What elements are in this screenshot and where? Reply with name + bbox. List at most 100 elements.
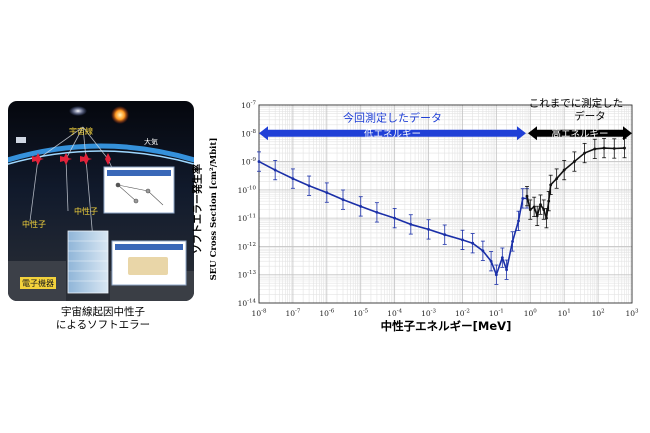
data-point-low (359, 205, 363, 208)
data-point-low (443, 233, 447, 237)
chart-series (257, 137, 627, 285)
high-energy-arrow (527, 126, 632, 141)
x-tick-labels: 10-8 10-7 10-6 10-5 10-4 10-3 10-2 10-1 100 101 10… (252, 309, 639, 319)
data-point-high (572, 160, 576, 163)
data-point-low (427, 227, 430, 231)
data-point-low (521, 196, 525, 200)
satellite-icon (16, 137, 26, 143)
data-point-low (505, 268, 508, 272)
y-tick-label: 10-7 (241, 101, 256, 111)
low-energy-label: 低エネルギー (364, 128, 421, 140)
data-point-high (542, 208, 546, 212)
low-energy-arrow (259, 126, 526, 141)
data-point-high (539, 203, 542, 207)
y-tick-label: 10-9 (241, 157, 256, 167)
high-energy-label: 高エネルギー (551, 128, 608, 140)
data-point-low (273, 168, 277, 172)
cosmic-ray-illustration: 電子機器 宇宙線 大気 中性子 中性子 (8, 101, 194, 301)
y-tick-labels: 10-14 10-13 10-12 10-11 10-10 10-9 10-8 10-7 (238, 101, 257, 309)
data-point-low (471, 241, 475, 245)
data-point-high (547, 199, 551, 203)
data-point-high (549, 183, 553, 187)
y-tick-label: 10-10 (238, 185, 257, 195)
building-icon (67, 230, 109, 294)
data-point-low (517, 219, 520, 223)
data-point-low (257, 160, 261, 163)
data-point-high (562, 168, 566, 172)
device-label: 電子機器 (22, 278, 54, 288)
data-point-low (409, 223, 413, 226)
y-tick-label: 10-12 (238, 242, 256, 252)
high-energy-title-line1: これまでに測定した (529, 96, 624, 109)
x-tick-label: 10-5 (353, 309, 368, 319)
chip-icon (128, 257, 168, 275)
inset-panel-upper-diagram (115, 182, 164, 206)
caption-line-1: 宇宙線起因中性子 (61, 306, 145, 318)
atmosphere-band (8, 143, 194, 163)
high-energy-title-line2: データ (574, 109, 606, 122)
cosmic-ray-label: 宇宙線 (69, 126, 93, 136)
low-energy-title: 今回測定したデータ (343, 110, 442, 124)
series-line-high (526, 147, 625, 219)
data-point-low (511, 240, 514, 243)
x-tick-label: 10-3 (421, 309, 436, 319)
x-tick-label: 10-2 (455, 309, 470, 319)
plot-frame (258, 104, 633, 304)
x-tick-label: 103 (625, 309, 639, 319)
atmosphere-edge (8, 150, 194, 165)
building-windows (68, 240, 108, 282)
data-point-low (375, 210, 379, 214)
data-point-high (612, 147, 616, 150)
data-point-high (583, 151, 586, 155)
y-tick-label: 10-13 (238, 270, 257, 280)
data-point-high (535, 214, 539, 218)
data-point-high (528, 208, 532, 212)
x-tick-label: 101 (558, 309, 571, 319)
data-point-high (623, 146, 626, 150)
illustration-caption: 宇宙線起因中性子 によるソフトエラー (8, 306, 198, 332)
neutron-burst-marks (32, 153, 111, 165)
inset-panel-upper-header (107, 170, 171, 176)
x-tick-label: 102 (592, 309, 605, 319)
x-tick-label: 10-8 (252, 309, 267, 319)
atmosphere-label: 大気 (144, 137, 158, 146)
x-tick-label: 10-1 (489, 309, 504, 319)
y-axis-label-ja: ソフトエラー発生率 (191, 164, 204, 254)
inset-panel-lower-header (115, 244, 183, 250)
neutron-label-left: 中性子 (22, 219, 46, 229)
data-point-high (555, 177, 559, 181)
x-tick-label: 10-4 (387, 309, 402, 319)
data-point-low (489, 259, 493, 263)
illustration-graphic: 電子機器 宇宙線 大気 中性子 中性子 (8, 101, 194, 301)
data-point-high (525, 194, 529, 198)
x-tick-label: 100 (524, 309, 538, 319)
caption-line-2: によるソフトエラー (55, 319, 151, 331)
y-tick-label: 10-14 (238, 299, 257, 309)
data-point-low (494, 273, 498, 277)
sun-icon (111, 106, 129, 124)
data-point-low (291, 177, 295, 181)
data-point-low (325, 191, 329, 194)
data-point-high (532, 205, 536, 209)
neutron-label-center: 中性子 (74, 206, 98, 216)
data-point-low (341, 198, 345, 202)
data-point-high (545, 216, 548, 220)
x-tick-label: 10-6 (319, 309, 334, 319)
chart-axes (258, 104, 633, 304)
data-point-low (307, 184, 311, 188)
data-point-low (481, 249, 485, 253)
data-point-high (602, 146, 606, 150)
data-point-low (461, 238, 464, 242)
x-tick-label: 10-7 (285, 309, 300, 319)
data-point-low (500, 256, 504, 260)
chart-grid (258, 104, 633, 304)
y-tick-label: 10-11 (238, 214, 256, 224)
galaxy-icon (69, 106, 87, 116)
data-point-low (393, 216, 397, 220)
device-label-box (20, 277, 56, 289)
y-axis-label-en: SEU Cross Section [cm²/Mbit] (209, 138, 219, 281)
data-point-high (593, 147, 597, 151)
y-tick-label: 10-8 (241, 129, 256, 139)
